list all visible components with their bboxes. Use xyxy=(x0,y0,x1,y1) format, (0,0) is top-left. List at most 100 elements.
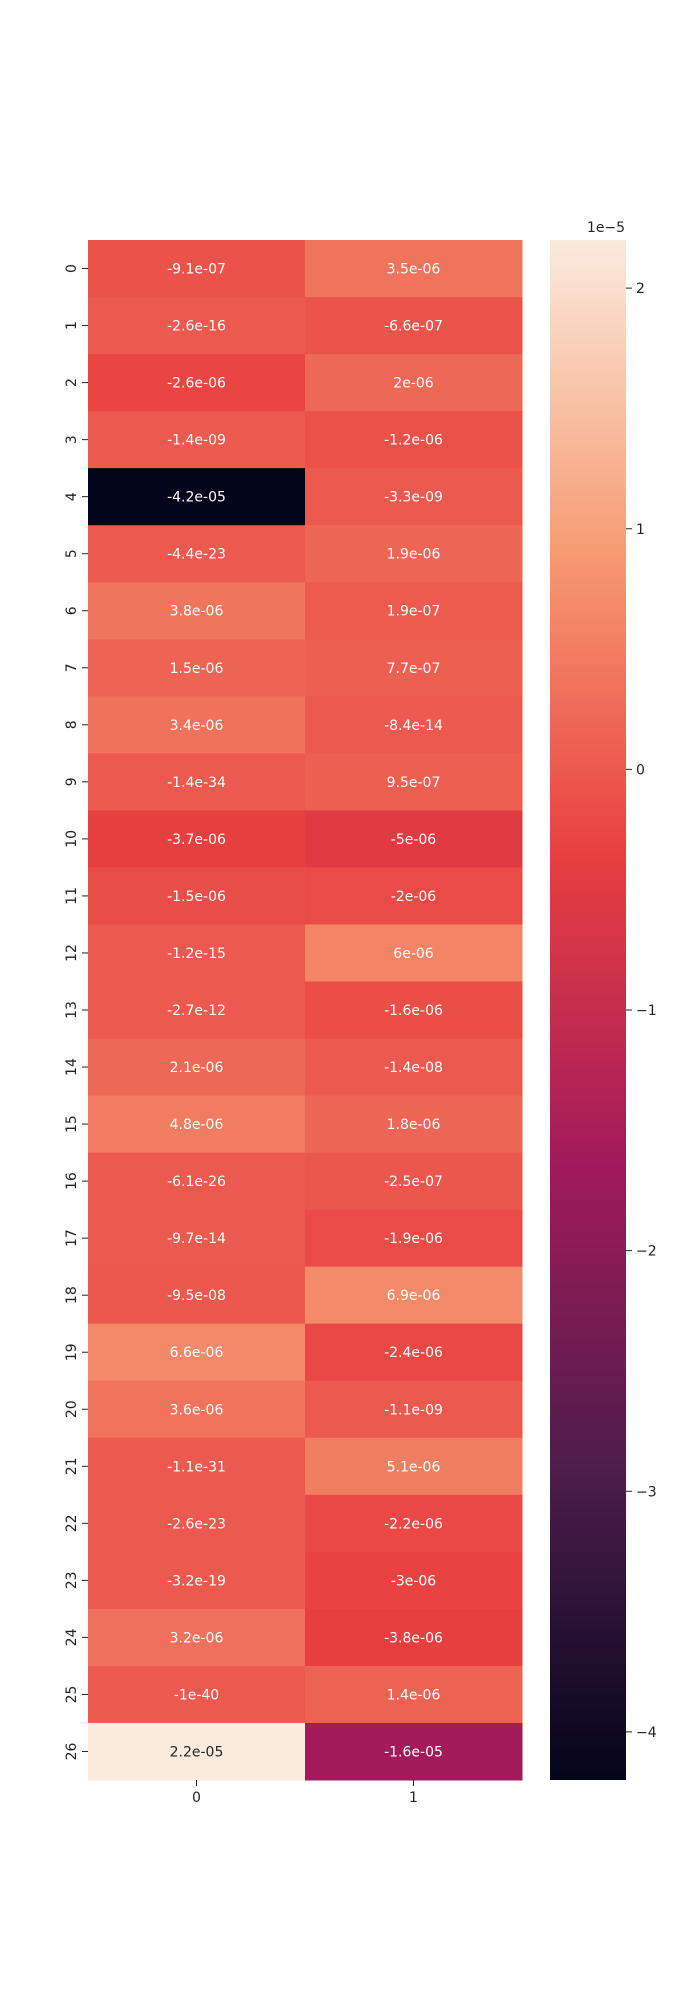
heatmap-cell xyxy=(88,240,306,298)
cell-value-label: -1.2e-15 xyxy=(167,946,226,962)
heatmap-cell xyxy=(305,468,523,526)
heatmap-cell xyxy=(88,468,306,526)
cell-value-label: 1.4e-06 xyxy=(387,1687,441,1703)
heatmap-cell xyxy=(88,354,306,412)
cell-value-label: 3.6e-06 xyxy=(170,1402,224,1418)
heatmap-cell xyxy=(305,1722,523,1781)
cell-value-label: 1.8e-06 xyxy=(387,1117,441,1133)
cell-value-label: -3.8e-06 xyxy=(384,1630,443,1646)
cell-value-label: -6.6e-07 xyxy=(384,319,443,335)
heatmap-cell xyxy=(88,1095,306,1154)
cell-value-label: -2.7e-12 xyxy=(167,1003,226,1019)
heatmap-cells xyxy=(88,240,523,1781)
cell-value-label: 3.8e-06 xyxy=(170,604,224,620)
y-tick-label: 16 xyxy=(64,1172,80,1190)
y-tick-label: 7 xyxy=(64,663,80,672)
cell-value-label: -6.1e-26 xyxy=(167,1174,226,1190)
x-tick-label: 1 xyxy=(409,1790,418,1806)
heatmap-cell xyxy=(305,1152,523,1211)
heatmap-cell xyxy=(88,1152,306,1211)
colorbar-tick-label: −1 xyxy=(636,1003,657,1019)
heatmap-cell xyxy=(305,1038,523,1097)
cell-value-label: -9.5e-08 xyxy=(167,1288,226,1304)
heatmap-cell xyxy=(305,582,523,640)
y-axis: 0123456789101112131415161718192021222324… xyxy=(64,264,88,1760)
y-tick-label: 26 xyxy=(64,1742,80,1760)
cell-value-label: -4.2e-05 xyxy=(167,490,226,506)
cell-value-label: 9.5e-07 xyxy=(387,775,441,791)
heatmap-cell xyxy=(305,1095,523,1154)
colorbar-tick-label: 1 xyxy=(636,522,645,538)
heatmap-cell xyxy=(88,810,306,868)
heatmap-cell xyxy=(88,411,306,469)
cell-value-label: 3.2e-06 xyxy=(170,1630,224,1646)
y-tick-label: 20 xyxy=(64,1400,80,1418)
heatmap-cell xyxy=(305,354,523,412)
colorbar-tick-label: −3 xyxy=(636,1484,657,1500)
heatmap-cell xyxy=(88,1038,306,1097)
y-tick-label: 9 xyxy=(64,777,80,786)
y-tick-label: 19 xyxy=(64,1343,80,1361)
y-tick-label: 4 xyxy=(64,492,80,501)
heatmap-cell xyxy=(88,753,306,811)
cell-value-label: -1.6e-06 xyxy=(384,1003,443,1019)
cell-value-label: -2.5e-07 xyxy=(384,1174,443,1190)
y-tick-label: 1 xyxy=(64,321,80,330)
heatmap-cell xyxy=(88,1209,306,1268)
heatmap-cell xyxy=(88,582,306,640)
heatmap-cell xyxy=(88,297,306,355)
heatmap-cell xyxy=(305,297,523,355)
heatmap-cell xyxy=(305,240,523,298)
heatmap-cell xyxy=(88,1323,306,1382)
colorbar-multiplier-label: 1e−5 xyxy=(587,220,625,236)
cell-value-label: -2.2e-06 xyxy=(384,1516,443,1532)
cell-value-label: -1e-40 xyxy=(174,1687,219,1703)
heatmap-cell xyxy=(305,867,523,925)
y-tick-label: 0 xyxy=(64,264,80,273)
cell-value-label: 6.9e-06 xyxy=(387,1288,441,1304)
cell-value-label: -2.6e-23 xyxy=(167,1516,226,1532)
heatmap-cell xyxy=(88,1266,306,1325)
cell-value-label: 6.6e-06 xyxy=(170,1345,224,1361)
heatmap-cell xyxy=(305,1323,523,1382)
heatmap-cell xyxy=(88,1722,306,1781)
y-tick-label: 13 xyxy=(64,1001,80,1019)
cell-value-label: -1.1e-31 xyxy=(167,1459,226,1475)
heatmap-cell xyxy=(305,1437,523,1496)
y-tick-label: 23 xyxy=(64,1571,80,1589)
heatmap-cell xyxy=(305,1209,523,1268)
heatmap-cell xyxy=(88,1551,306,1610)
y-tick-label: 12 xyxy=(64,944,80,962)
y-tick-label: 6 xyxy=(64,606,80,615)
heatmap-cell xyxy=(305,1608,523,1667)
y-tick-label: 18 xyxy=(64,1286,80,1304)
heatmap-cell xyxy=(305,924,523,982)
heatmap-cell xyxy=(305,1665,523,1724)
cell-value-label: 1.9e-07 xyxy=(387,604,441,620)
heatmap-cell xyxy=(88,1380,306,1439)
cell-value-label: -1.2e-06 xyxy=(384,433,443,449)
colorbar-tick-label: 0 xyxy=(636,762,645,778)
colorbar-gradient xyxy=(550,240,626,1780)
cell-value-label: 2.2e-05 xyxy=(170,1744,224,1760)
x-tick-label: 0 xyxy=(192,1790,201,1806)
heatmap-cell xyxy=(88,867,306,925)
y-tick-label: 25 xyxy=(64,1686,80,1704)
cell-value-label: 1.9e-06 xyxy=(387,547,441,563)
cell-value-label: 5.1e-06 xyxy=(387,1459,441,1475)
y-tick-label: 14 xyxy=(64,1058,80,1076)
heatmap-cell xyxy=(305,1266,523,1325)
colorbar-tick-label: −4 xyxy=(636,1725,657,1741)
heatmap-cell xyxy=(88,1608,306,1667)
cell-value-label: -1.1e-09 xyxy=(384,1402,443,1418)
y-tick-label: 2 xyxy=(64,378,80,387)
cell-value-label: -1.4e-09 xyxy=(167,433,226,449)
heatmap-cell xyxy=(305,525,523,583)
cell-value-label: 7.7e-07 xyxy=(387,661,441,677)
cell-value-label: -3.3e-09 xyxy=(384,490,443,506)
colorbar-ticks: 2 1 0 −1 −2 −3 −4 xyxy=(626,281,657,1741)
cell-value-label: -1.5e-06 xyxy=(167,889,226,905)
cell-value-label: -8.4e-14 xyxy=(384,718,443,734)
